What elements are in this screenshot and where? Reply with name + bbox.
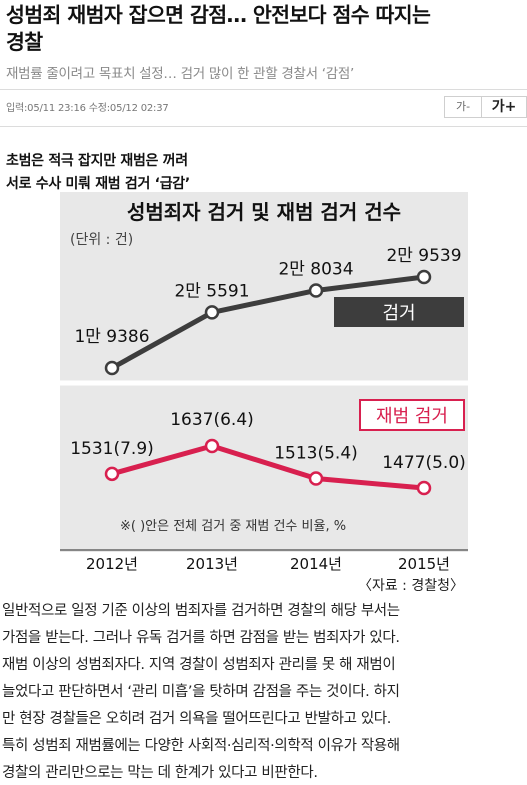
divider — [0, 126, 527, 127]
data-label-series-1: 2만 5591 — [174, 281, 249, 301]
data-label-series-1: 1만 9386 — [74, 327, 149, 347]
data-point-series-2 — [308, 471, 324, 486]
data-label-series-2: 1513(5.4) — [274, 444, 358, 464]
body-line: 경찰의 관리만으로는 막는 데 한계가 있다고 비판한다. — [2, 765, 318, 781]
headline-line-2: 경찰 — [6, 30, 43, 54]
chart-note: ※( )안은 전체 검거 중 재범 건수 비율, % — [120, 519, 346, 534]
series-line-2 — [109, 443, 427, 491]
headline-line-1: 성범죄 재범자 잡으면 감점… 안전보다 점수 따지는 — [6, 3, 431, 27]
legend-label-series-2: 재범 검거 — [376, 406, 448, 427]
body-line: 재범 이상의 성범죄자다. 지역 경찰이 성범죄자 관리를 못 해 재범이 — [2, 657, 396, 673]
lead-line-2: 서로 수사 미뤄 재범 검거 ‘급감’ — [6, 176, 190, 192]
chart-title: 성범죄자 검거 및 재범 검거 건수 — [127, 200, 401, 224]
data-point-series-1 — [204, 305, 220, 320]
chart-infographic: 성범죄자 검거 및 재범 검거 건수 (단위 : 건) ※( )안은 전체 검거… — [60, 192, 468, 592]
divider — [0, 89, 527, 90]
lead-line-1: 초범은 적극 잡지만 재범은 꺼려 — [6, 153, 188, 169]
series-line-1 — [109, 274, 427, 371]
data-point-series-2 — [204, 438, 220, 454]
x-tick-label: 2014년 — [290, 555, 342, 573]
legend-badge — [334, 297, 464, 327]
article-dateline: 입력:05/11 23:16 수정:05/12 02:37 — [6, 103, 169, 114]
data-point-series-2 — [104, 466, 120, 482]
x-tick-label: 2015년 — [398, 555, 450, 573]
legend-badge — [359, 399, 465, 431]
data-label-series-2: 1477(5.0) — [382, 453, 466, 473]
font-decrease-button[interactable]: 가- — [444, 96, 482, 118]
body-line: 가점을 받는다. 그러나 유독 검거를 하면 감점을 받는 범죄자가 있다. — [2, 630, 400, 646]
body-line: 일반적으로 일정 기준 이상의 범죄자를 검거하면 경찰의 해당 부서는 — [2, 603, 400, 619]
font-increase-button[interactable]: 가+ — [481, 96, 527, 118]
data-point-series-2 — [416, 480, 432, 496]
body-line: 만 현장 경찰들은 오히려 검거 의욕을 떨어뜨린다고 반발하고 있다. — [2, 711, 392, 727]
chart-svg: 성범죄자 검거 및 재범 검거 건수 (단위 : 건) ※( )안은 전체 검거… — [60, 192, 468, 592]
data-point-series-1 — [308, 283, 324, 298]
body-line: 늘었다고 판단하면서 ‘관리 미흡’을 탓하며 감점을 주는 것이다. 하지 — [2, 684, 400, 700]
x-tick-label: 2013년 — [186, 555, 238, 573]
chart-unit-label: (단위 : 건) — [70, 232, 133, 248]
chart-source: 〈자료 : 경찰청〉 — [358, 578, 464, 592]
data-label-series-1: 2만 8034 — [278, 259, 353, 279]
legend-label-series-1: 검거 — [382, 303, 415, 324]
data-label-series-2: 1637(6.4) — [170, 410, 254, 430]
data-label-series-1: 2만 9539 — [386, 246, 461, 266]
article-subtitle: 재범률 줄이려고 목표치 설정… 검거 많이 한 관할 경찰서 ‘감점’ — [6, 66, 354, 82]
data-point-series-1 — [104, 360, 120, 376]
data-label-series-2: 1531(7.9) — [70, 439, 154, 459]
x-tick-label: 2012년 — [86, 555, 138, 573]
chart-background — [60, 192, 468, 552]
data-point-series-1 — [416, 269, 432, 285]
body-line: 특히 성범죄 재범률에는 다양한 사회적·심리적·의학적 이유가 작용해 — [2, 738, 400, 754]
article-headline: 성범죄 재범자 잡으면 감점… 안전보다 점수 따지는 경찰 — [6, 2, 521, 56]
